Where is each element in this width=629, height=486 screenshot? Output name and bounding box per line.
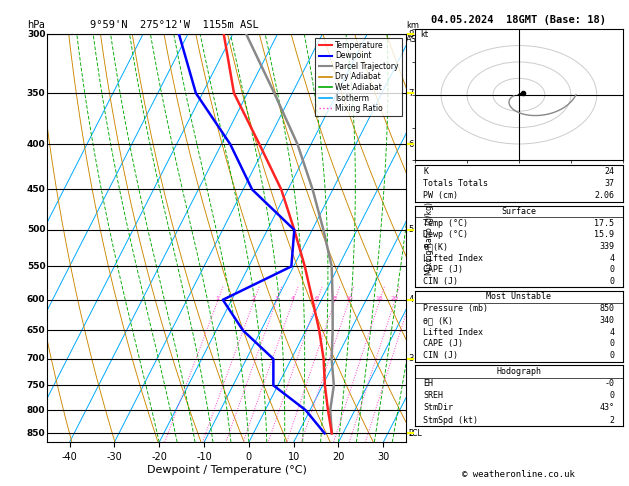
Text: 2: 2	[409, 429, 414, 438]
Text: km: km	[406, 21, 420, 30]
Legend: Temperature, Dewpoint, Parcel Trajectory, Dry Adiabat, Wet Adiabat, Isotherm, Mi: Temperature, Dewpoint, Parcel Trajectory…	[316, 38, 402, 116]
Text: 4: 4	[610, 328, 615, 337]
Text: 2: 2	[252, 296, 256, 301]
Text: Lifted Index: Lifted Index	[423, 254, 484, 262]
Text: Temp (°C): Temp (°C)	[423, 219, 469, 227]
Text: 300: 300	[27, 30, 45, 38]
Text: Dewp (°C): Dewp (°C)	[423, 230, 469, 239]
Text: 2.06: 2.06	[594, 191, 615, 200]
Text: 7: 7	[409, 88, 414, 98]
Text: Lifted Index: Lifted Index	[423, 328, 484, 337]
Text: 450: 450	[26, 185, 45, 194]
Text: 850: 850	[599, 304, 615, 313]
Text: 1: 1	[216, 296, 220, 301]
Text: CIN (J): CIN (J)	[423, 277, 459, 286]
Text: Pressure (mb): Pressure (mb)	[423, 304, 489, 313]
Text: 0: 0	[610, 391, 615, 400]
Text: θᴇ (K): θᴇ (K)	[423, 316, 454, 325]
Text: 17.5: 17.5	[594, 219, 615, 227]
Text: 10: 10	[345, 296, 353, 301]
Text: 4: 4	[291, 296, 295, 301]
Text: 700: 700	[27, 354, 45, 364]
Text: 2: 2	[610, 416, 615, 425]
Text: CAPE (J): CAPE (J)	[423, 265, 464, 274]
X-axis label: Dewpoint / Temperature (°C): Dewpoint / Temperature (°C)	[147, 465, 306, 475]
Text: Surface: Surface	[501, 207, 537, 216]
Text: 4: 4	[610, 254, 615, 262]
Text: Mixing Ratio (g/kg): Mixing Ratio (g/kg)	[425, 202, 433, 275]
Text: 0: 0	[610, 277, 615, 286]
Text: 24: 24	[604, 167, 615, 176]
Text: 500: 500	[27, 226, 45, 234]
Text: 04.05.2024  18GMT (Base: 18): 04.05.2024 18GMT (Base: 18)	[431, 15, 606, 25]
Text: 600: 600	[27, 295, 45, 304]
Text: 0: 0	[610, 265, 615, 274]
Text: K: K	[423, 167, 428, 176]
Text: kt: kt	[420, 30, 428, 39]
Text: SREH: SREH	[423, 391, 443, 400]
Text: 6: 6	[409, 140, 414, 149]
Text: CIN (J): CIN (J)	[423, 351, 459, 360]
Text: 550: 550	[27, 262, 45, 271]
Text: © weatheronline.co.uk: © weatheronline.co.uk	[462, 469, 576, 479]
Text: 350: 350	[27, 88, 45, 98]
Text: 650: 650	[27, 326, 45, 335]
Text: Most Unstable: Most Unstable	[486, 293, 552, 301]
Text: 43°: 43°	[599, 403, 615, 413]
Text: 0: 0	[610, 351, 615, 360]
Text: Hodograph: Hodograph	[496, 367, 542, 376]
Text: 3: 3	[409, 354, 414, 364]
Text: 3: 3	[274, 296, 279, 301]
Text: 37: 37	[604, 179, 615, 188]
Text: StmSpd (kt): StmSpd (kt)	[423, 416, 479, 425]
Text: EH: EH	[423, 379, 433, 388]
Text: LCL: LCL	[409, 429, 422, 438]
Text: 4: 4	[409, 295, 414, 304]
Text: 16: 16	[376, 296, 384, 301]
Text: 340: 340	[599, 316, 615, 325]
Text: 8: 8	[333, 296, 337, 301]
Text: 9°59'N  275°12'W  1155m ASL: 9°59'N 275°12'W 1155m ASL	[90, 20, 259, 30]
Text: 20: 20	[391, 296, 399, 301]
Text: 6: 6	[315, 296, 319, 301]
Text: 0: 0	[610, 339, 615, 348]
Text: 339: 339	[599, 242, 615, 251]
Text: -0: -0	[604, 379, 615, 388]
Text: 750: 750	[26, 381, 45, 390]
Text: 15.9: 15.9	[594, 230, 615, 239]
Text: 5: 5	[409, 226, 414, 234]
Text: CAPE (J): CAPE (J)	[423, 339, 464, 348]
Text: StmDir: StmDir	[423, 403, 454, 413]
Text: hPa: hPa	[28, 20, 45, 30]
Text: Totals Totals: Totals Totals	[423, 179, 489, 188]
Text: ASL: ASL	[406, 35, 422, 44]
Text: 8: 8	[409, 30, 414, 38]
Text: PW (cm): PW (cm)	[423, 191, 459, 200]
Text: 800: 800	[27, 406, 45, 415]
Text: 850: 850	[27, 429, 45, 438]
Text: θᴇ(K): θᴇ(K)	[423, 242, 448, 251]
Text: 400: 400	[27, 140, 45, 149]
